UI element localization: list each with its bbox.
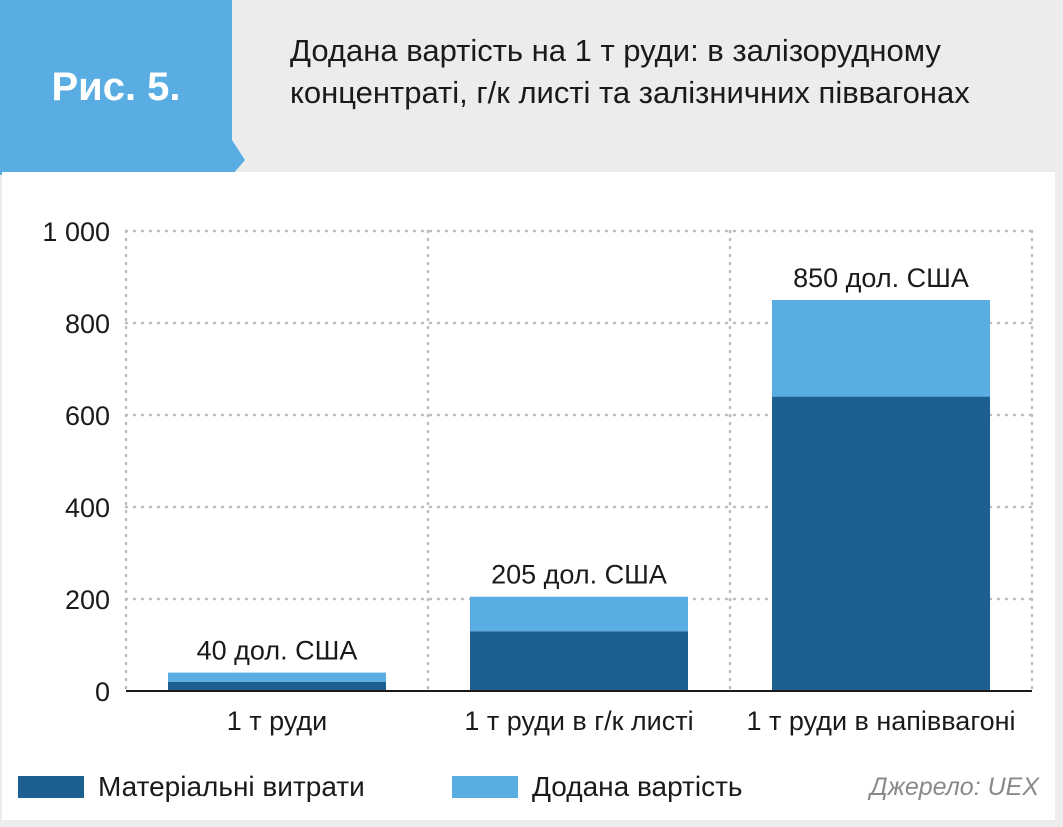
bar-total-label: 40 дол. США [197, 636, 358, 666]
bar-total-label: 850 дол. США [793, 263, 969, 293]
legend-swatch-material [18, 776, 84, 798]
source-note: Джерело: UEX [870, 772, 1039, 801]
bar-segment-material [168, 681, 386, 691]
bar-segment-added [470, 596, 688, 632]
figure-badge [0, 0, 245, 175]
bar-segment-material [772, 396, 990, 691]
y-tick-label: 600 [65, 401, 110, 431]
y-tick-label: 800 [65, 309, 110, 339]
bar-segment-added [168, 672, 386, 682]
figure-label: Рис. 5. [51, 65, 181, 109]
legend-item-added: Додана вартість [452, 770, 743, 804]
y-tick-label: 0 [95, 677, 110, 707]
chart-title: Додана вартість на 1 т руди: в залізоруд… [290, 33, 970, 110]
legend-swatch-added [452, 776, 518, 798]
bar-total-label: 205 дол. США [491, 560, 667, 590]
bar-segment-material [470, 631, 688, 691]
legend-label-material: Матеріальні витрати [98, 771, 365, 802]
x-category-label: 1 т руди в г/к листі [464, 706, 693, 736]
bar-segment-added [772, 300, 990, 397]
legend-label-added: Додана вартість [532, 771, 743, 802]
y-tick-label: 400 [65, 493, 110, 523]
legend-item-material: Матеріальні витрати [18, 770, 365, 804]
y-tick-label: 200 [65, 585, 110, 615]
x-category-label: 1 т руди в напіввагоні [746, 706, 1015, 736]
y-tick-label: 1 000 [42, 217, 110, 247]
x-category-label: 1 т руди [227, 706, 328, 736]
badge-shape [0, 0, 245, 175]
